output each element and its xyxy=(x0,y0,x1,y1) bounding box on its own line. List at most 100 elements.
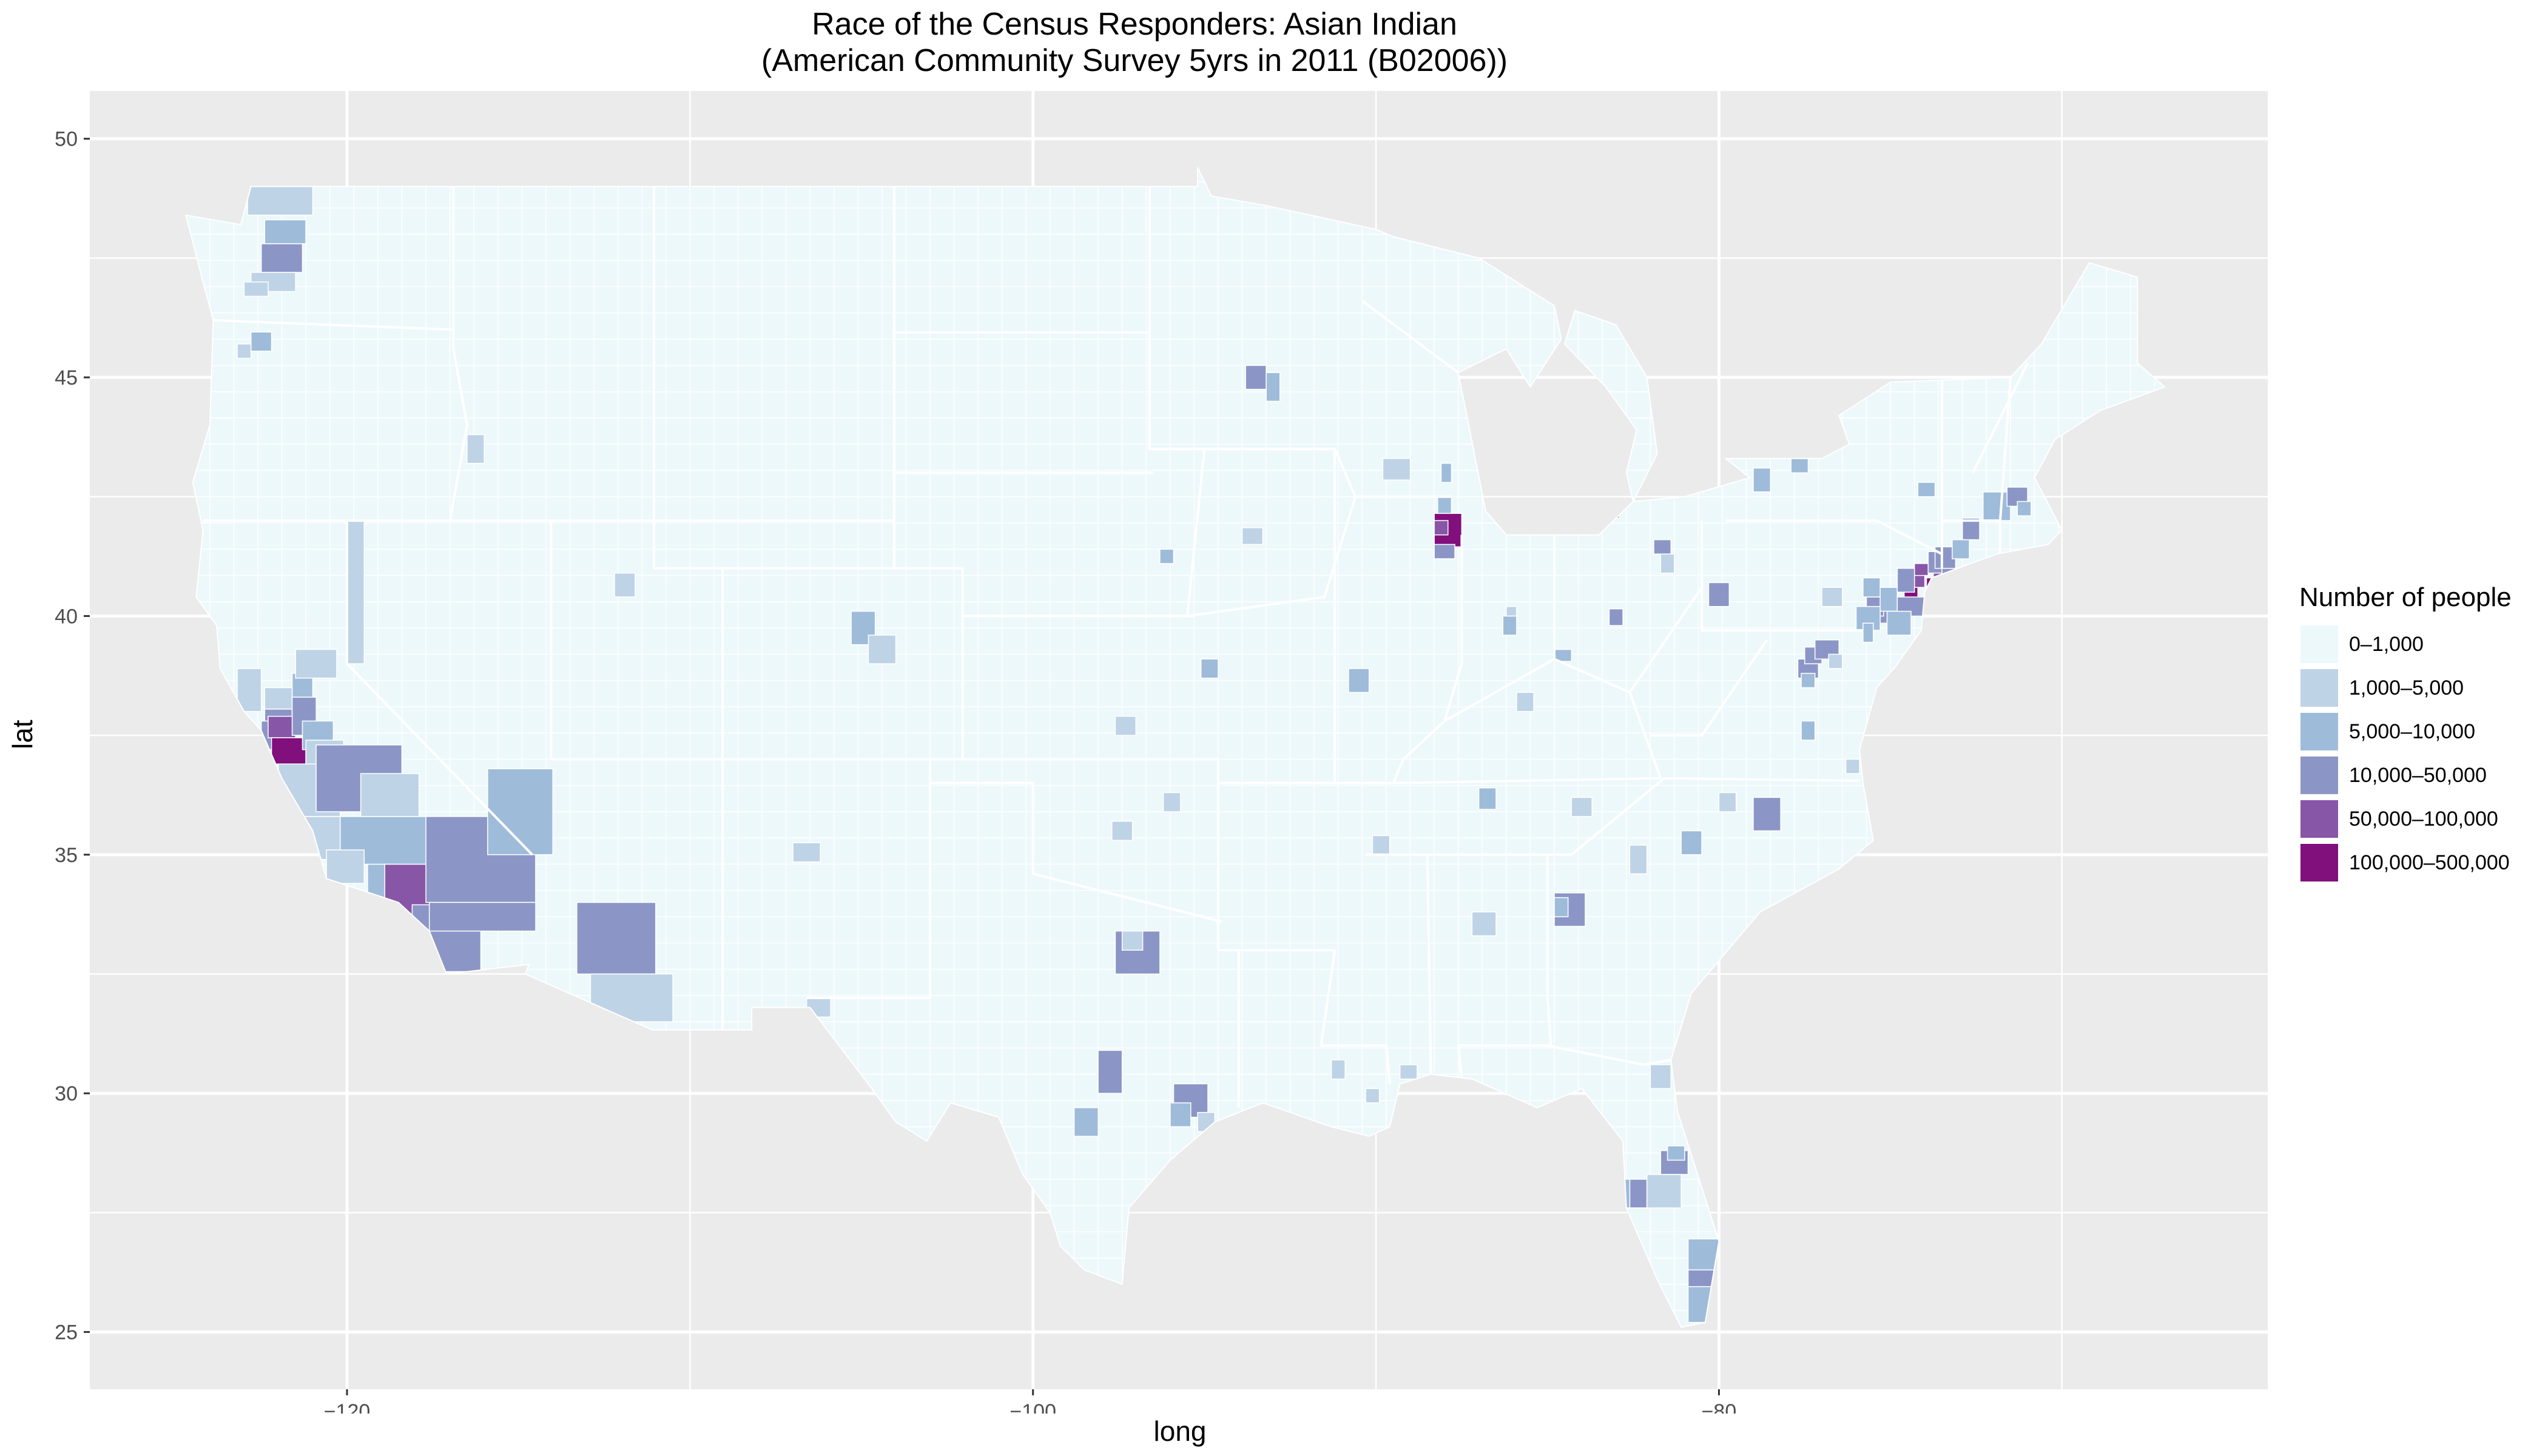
county-region xyxy=(1801,673,1816,689)
county-region xyxy=(1471,911,1497,937)
chart-title: Race of the Census Responders: Asian Ind… xyxy=(812,7,1457,42)
county-region xyxy=(1073,1107,1099,1137)
county-region xyxy=(1440,462,1452,483)
state-border xyxy=(1185,448,1357,618)
county-region xyxy=(1862,577,1881,598)
county-region xyxy=(1646,1174,1682,1208)
state-border xyxy=(346,521,533,856)
county-region xyxy=(487,768,553,855)
state-border xyxy=(1700,521,1863,632)
county-region xyxy=(1983,491,2011,521)
legend-item: 100,000–500,000 xyxy=(2299,841,2512,885)
county-region xyxy=(1365,1088,1380,1104)
county-region xyxy=(2017,500,2032,516)
county-region xyxy=(1862,622,1874,643)
county-region xyxy=(1372,835,1390,855)
us-land xyxy=(186,167,2165,1327)
state-border xyxy=(1217,759,1240,1108)
county-region xyxy=(1437,496,1452,514)
legend-label: 100,000–500,000 xyxy=(2349,851,2510,874)
state-border xyxy=(1392,658,1555,784)
county-region xyxy=(360,773,420,817)
legend-label: 5,000–10,000 xyxy=(2349,720,2475,743)
county-region xyxy=(295,649,337,679)
county-region xyxy=(1571,797,1592,817)
county-region xyxy=(1962,517,1980,541)
x-axis-ticks: −120 −100 −80 xyxy=(324,1389,1737,1414)
county-region xyxy=(1708,582,1730,607)
county-region xyxy=(1554,897,1569,917)
chart-subtitle: (American Community Survey 5yrs in 2011 … xyxy=(761,43,1508,78)
legend-item: 5,000–10,000 xyxy=(2299,710,2512,753)
county-region xyxy=(1753,797,1781,832)
y-axis-label: lat xyxy=(7,720,38,749)
county-region xyxy=(1608,608,1623,626)
county-region xyxy=(268,715,296,738)
state-borders xyxy=(203,186,2029,1108)
state-border xyxy=(1547,1044,1671,1067)
state-border xyxy=(209,318,454,331)
county-region xyxy=(1886,610,1912,636)
state-border xyxy=(1650,639,1768,737)
county-region xyxy=(1241,527,1264,545)
county-region xyxy=(614,572,636,598)
county-region xyxy=(237,668,262,712)
state-border xyxy=(1393,777,1661,784)
county-region xyxy=(247,186,314,216)
county-region xyxy=(868,635,897,664)
x-tick-label: −80 xyxy=(1702,1400,1737,1414)
county-region xyxy=(346,520,365,664)
county-region xyxy=(1506,605,1517,617)
county-region xyxy=(260,243,303,273)
county-region xyxy=(1434,520,1449,536)
legend-item: 0–1,000 xyxy=(2299,622,2512,666)
county-region xyxy=(1114,715,1137,736)
county-region xyxy=(1382,458,1411,480)
state-border xyxy=(1426,854,1432,1074)
county-region xyxy=(1845,758,1860,774)
legend-swatch xyxy=(2299,624,2339,664)
county-region xyxy=(1170,1102,1191,1127)
county-region xyxy=(1790,458,1809,474)
county-region xyxy=(1828,653,1843,669)
county-region xyxy=(1653,539,1672,554)
state-border xyxy=(1320,949,1391,1084)
state-border xyxy=(1628,692,1662,779)
county-region xyxy=(1097,1050,1123,1094)
legend-swatch xyxy=(2299,755,2339,795)
x-axis-label: long xyxy=(1153,1415,1207,1447)
county-region xyxy=(326,849,365,884)
county-region xyxy=(1629,844,1648,875)
county-region xyxy=(1952,539,1970,559)
y-tick-label: 30 xyxy=(55,1082,78,1105)
county-region xyxy=(1753,467,1771,493)
county-region xyxy=(1896,568,1915,593)
county-region xyxy=(1913,563,1929,576)
legend-swatch xyxy=(2299,712,2339,752)
state-border xyxy=(1361,300,1459,374)
county-region xyxy=(1478,787,1497,810)
legend-swatch xyxy=(2299,799,2339,839)
legend-label: 10,000–50,000 xyxy=(2349,763,2487,787)
y-tick-label: 45 xyxy=(55,366,78,389)
y-tick-label: 25 xyxy=(55,1321,78,1344)
county-region xyxy=(1121,930,1144,951)
county-region xyxy=(264,219,306,244)
county-region xyxy=(576,902,656,975)
x-tick-label: −120 xyxy=(324,1400,371,1414)
legend-label: 1,000–5,000 xyxy=(2349,676,2464,699)
county-region xyxy=(1650,1064,1672,1090)
y-tick-label: 35 xyxy=(55,844,78,867)
county-region xyxy=(428,902,536,932)
state-border xyxy=(806,759,932,999)
county-region xyxy=(1667,1145,1685,1161)
county-region xyxy=(1200,658,1219,679)
county-region xyxy=(1801,720,1816,741)
county-region xyxy=(1516,692,1534,712)
county-region xyxy=(1718,792,1737,812)
legend-swatch xyxy=(2299,668,2339,708)
county-region xyxy=(1245,365,1267,390)
county-region xyxy=(1399,1064,1418,1080)
legend-label: 0–1,000 xyxy=(2349,632,2424,656)
legend: Number of people 0–1,000 1,000–5,000 5,0… xyxy=(2299,582,2512,885)
